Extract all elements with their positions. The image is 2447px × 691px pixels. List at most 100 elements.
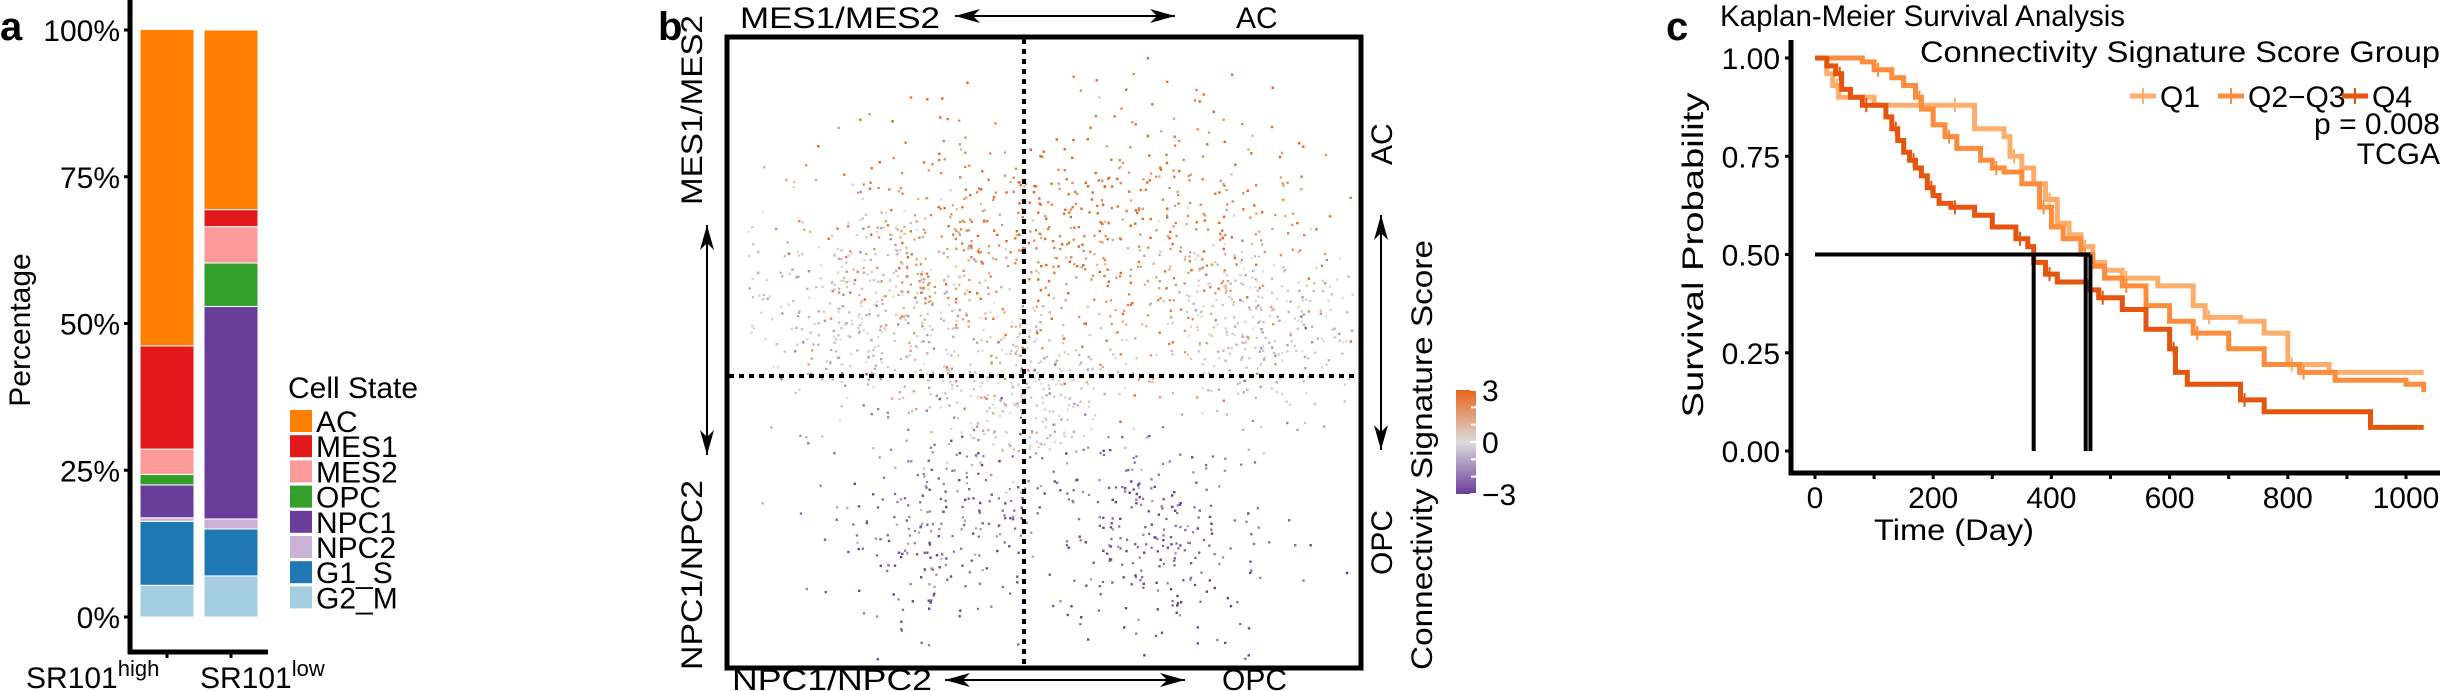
scatter-point [957,231,960,234]
scatter-point [1252,316,1255,319]
scatter-point [972,338,975,341]
scatter-point [1102,549,1105,552]
scatter-point [1144,188,1147,191]
scatter-point [856,349,859,352]
scatter-point [1292,212,1295,215]
scatter-point [870,339,873,342]
scatter-point [1241,341,1244,344]
scatter-point [775,227,778,230]
scatter-point [1210,312,1213,315]
scatter-point [866,273,869,276]
scatter-point [1099,593,1102,596]
legend-label: NPC2 [316,532,396,565]
scatter-point [939,406,942,409]
scatter-point [1011,455,1014,458]
scatter-point [1051,240,1055,243]
panel-c-y-ticks: 0.000.250.500.751.00 [1722,43,1791,469]
scatter-point [981,569,984,572]
scatter-point [1256,289,1259,292]
scatter-point [830,317,833,320]
legend-label: G2_M [316,582,398,615]
scatter-point [836,248,840,251]
scatter-point [1098,524,1101,527]
scatter-point [1169,309,1172,312]
scatter-point [1059,235,1062,238]
scatter-point [1327,299,1330,302]
scatter-point [1016,581,1019,584]
scatter-point [872,386,875,389]
scatter-point [992,257,995,260]
scatter-point [1216,638,1219,642]
panel-c-y-axis-title: Survival Probability [1677,93,1710,418]
scatter-point [1026,386,1029,389]
scatter-point [914,296,917,299]
scatter-point [913,332,916,335]
scatter-point [1261,331,1264,334]
scatter-point [926,523,929,526]
scatter-point [1072,430,1075,433]
scatter-point [1004,403,1007,406]
scatter-point [1092,387,1095,390]
scatter-point [1297,305,1300,308]
scatter-point [992,198,995,201]
scatter-point [837,308,840,311]
scatter-point [921,522,924,525]
scatter-point [1135,502,1138,505]
scatter-point [1064,256,1068,259]
scatter-point [1087,638,1090,641]
scatter-point [1053,423,1056,426]
scatter-point [905,252,909,255]
scatter-point [962,269,965,272]
scatter-point [851,323,854,326]
scatter-point [996,315,999,318]
scatter-point [817,334,820,337]
scatter-point [1139,265,1142,268]
scatter-point [1336,278,1339,281]
scatter-point [1182,158,1185,161]
scatter-point [858,589,861,592]
scatter-point [952,550,955,553]
scatter-point [993,229,996,232]
scatter-point [1005,491,1008,494]
scatter-point [1073,226,1076,229]
scatter-point [1089,358,1093,361]
scatter-point [1079,400,1082,403]
scatter-point [875,304,878,307]
scatter-point [1001,410,1004,413]
scatter-point [1294,544,1297,547]
scatter-point [940,557,943,561]
scatter-point [1282,266,1285,269]
scatter-point [1106,268,1109,271]
scatter-point [1241,300,1244,303]
scatter-point [1058,414,1061,418]
scatter-point [890,209,893,212]
scatter-point [747,254,750,258]
colorbar-tick-label: 3 [1482,375,1499,408]
scatter-point [772,366,775,369]
scatter-point [980,260,983,263]
scatter-point [922,473,925,476]
scatter-point [1178,140,1181,143]
scatter-point [898,267,901,270]
scatter-point [833,452,836,455]
scatter-point [1062,342,1065,345]
scatter-point [1050,317,1053,320]
scatter-point [1249,308,1252,311]
scatter-point [858,330,861,333]
scatter-point [1030,271,1033,274]
scatter-point [1012,343,1015,346]
scatter-point [1145,436,1149,439]
scatter-point [1138,245,1141,248]
scatter-point [961,505,964,509]
scatter-point [802,341,805,344]
scatter-point [1082,249,1085,252]
scatter-point [872,279,876,282]
scatter-point [881,302,884,305]
scatter-point [1189,325,1193,328]
scatter-point [1188,255,1191,258]
scatter-point [1066,418,1069,421]
scatter-point [1286,350,1289,353]
scatter-point [990,605,993,608]
scatter-point [839,338,842,341]
scatter-point [1203,219,1206,222]
